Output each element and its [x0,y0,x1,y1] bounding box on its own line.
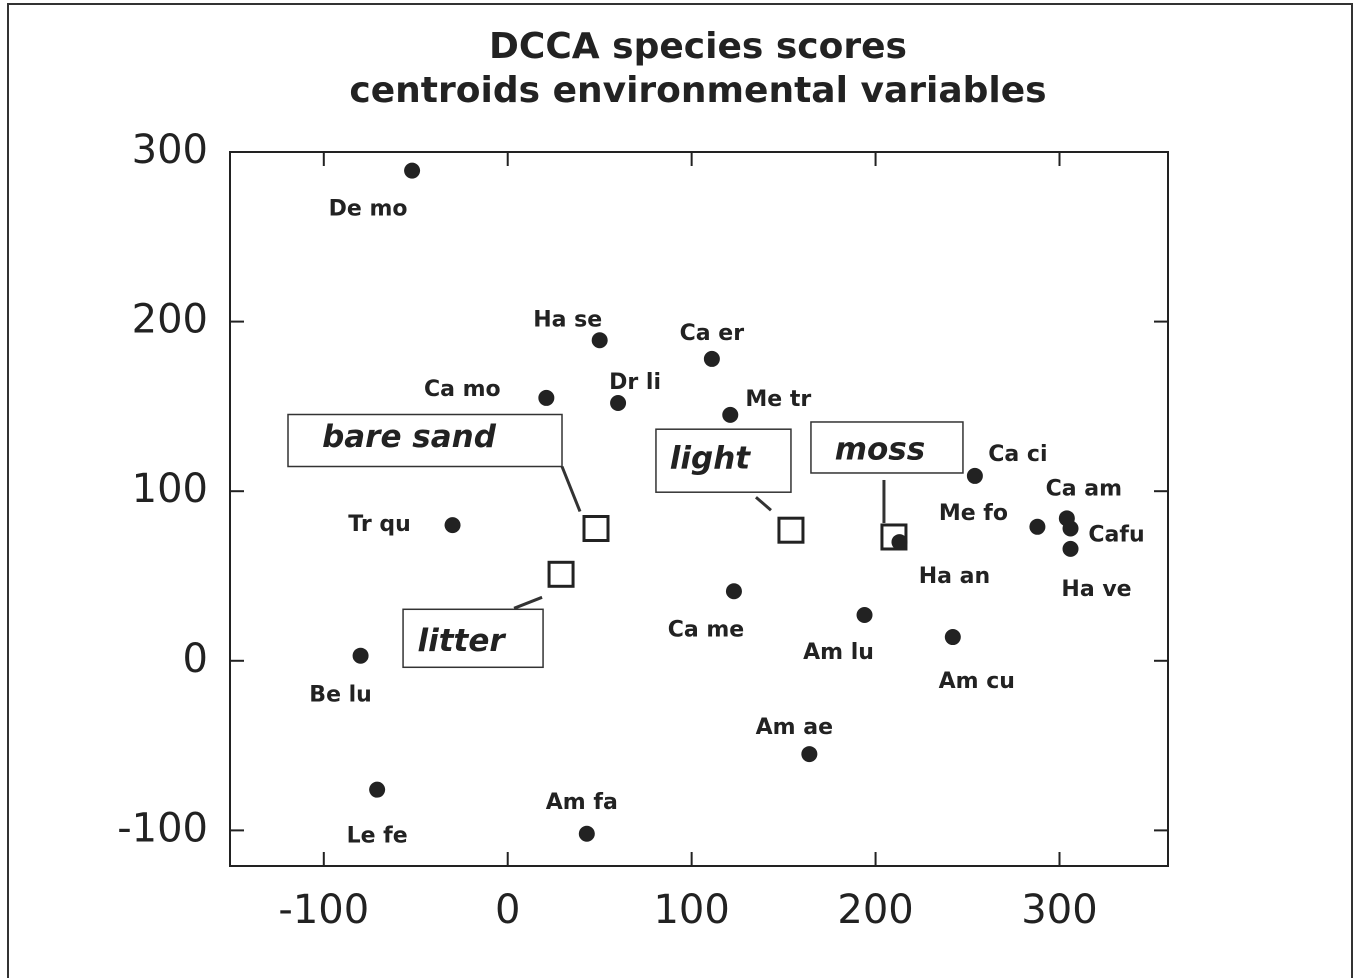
species-point [722,406,739,423]
species-point [444,517,461,534]
point-label: Am lu [803,640,874,665]
point-label: Am ae [756,715,833,740]
species-point [591,332,608,349]
point-label: Ca mo [424,377,501,402]
species-point [856,606,873,623]
chart-subtitle: centroids environmental variables [349,70,1046,111]
x-tick-label: 100 [653,887,729,933]
y-tick-label: 100 [132,466,208,512]
x-tick-label: 0 [495,887,520,933]
x-tick-label: -100 [278,887,369,933]
point-label: Me tr [745,387,811,412]
point-label: Ha ve [1061,577,1131,602]
point-label: Am fa [546,790,618,815]
species-point [538,389,555,406]
species-point [610,395,627,412]
point-label: Ca me [668,617,745,642]
label-box [810,421,964,474]
y-tick-label: -100 [117,805,208,851]
point-label: Tr qu [348,512,411,537]
label-box [655,428,792,493]
point-label: Am cu [939,669,1015,694]
connector [560,465,582,513]
species-point [352,647,369,664]
point-label: Ca ci [988,442,1047,467]
connector [754,496,772,512]
point-label: Ha se [533,307,602,332]
y-tick-label: 0 [183,636,208,682]
species-point [1062,540,1079,557]
variable-label: bare sand [322,419,497,455]
plot-area [229,151,1169,867]
variable-label: litter [417,623,506,659]
species-point [725,583,742,600]
y-tick-label: 300 [132,127,208,173]
point-label: Dr li [609,370,661,395]
chart-title: DCCA species scores [489,26,907,67]
point-label: Ca am [1046,476,1122,501]
x-tick-label: 200 [837,887,913,933]
species-point [369,781,386,798]
species-point [801,746,818,763]
species-point [703,350,720,367]
centroid-marker [582,515,610,543]
species-point [944,629,961,646]
point-label: Cafu [1088,523,1144,548]
label-box [402,608,544,669]
species-point [1062,520,1079,537]
point-label: Me fo [939,501,1008,526]
variable-label: moss [835,431,926,467]
centroid-marker [777,516,805,544]
point-label: Be lu [309,683,372,708]
species-point [891,534,908,551]
point-label: Ca er [680,321,745,346]
variable-label: light [670,441,752,477]
frame [7,3,1353,978]
species-point [1029,518,1046,535]
centroid-marker [880,523,908,551]
y-tick-label: 200 [132,297,208,343]
point-label: Le fe [347,824,408,849]
species-point [404,162,421,179]
x-tick-label: 300 [1021,887,1097,933]
species-point [966,467,983,484]
point-label: De mo [329,197,408,222]
centroid-marker [547,560,575,588]
point-label: Ha an [919,564,990,589]
species-point [578,825,595,842]
connector [513,595,543,610]
label-box [287,413,563,468]
